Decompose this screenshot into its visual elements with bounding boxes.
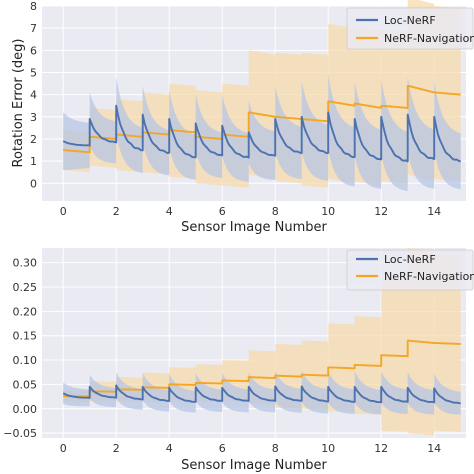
bottom-band-loc-nerf	[63, 370, 461, 415]
bottom-y-tick-label: 0.20	[13, 305, 38, 318]
top-x-tick-label: 0	[60, 205, 67, 218]
top-x-tick-label: 2	[113, 205, 120, 218]
top-x-tick-labels: 0 2 4 6 8 10 12 14	[60, 205, 442, 218]
top-legend-box	[346, 7, 474, 50]
top-x-tick-label: 14	[427, 205, 441, 218]
top-y-tick-label: 8	[30, 0, 37, 13]
bottom-line-nerf-navigation	[63, 339, 461, 398]
bottom-y-tick-label: 0.15	[13, 330, 38, 343]
top-y-tick-label: 4	[30, 89, 37, 102]
top-y-tick-label: 2	[30, 133, 37, 146]
bottom-y-tick-label: 0.30	[13, 257, 38, 270]
bottom-y-tick-label: 0.05	[13, 378, 38, 391]
bottom-x-tick-label: 6	[219, 442, 226, 455]
top-legend-label-nerf-navigation: NeRF-Navigation	[384, 32, 474, 45]
top-x-tick-label: 8	[272, 205, 279, 218]
top-band-loc-nerf	[63, 74, 461, 191]
bottom-line-loc-nerf	[62, 384, 461, 405]
top-y-tick-label: 0	[30, 177, 37, 190]
bottom-y-tick-label: −0.05	[3, 427, 37, 440]
top-x-tick-label: 6	[219, 205, 226, 218]
top-y-axis-label: Rotation Error (deg)	[11, 39, 26, 168]
top-legend-label-loc-nerf: Loc-NeRF	[384, 14, 436, 27]
bottom-y-tick-labels: −0.05 0.00 0.05 0.10 0.15 0.20 0.25 0.30	[3, 257, 37, 441]
top-y-tick-label: 6	[30, 44, 37, 57]
bottom-x-tick-label: 4	[166, 442, 173, 455]
bottom-legend-box	[346, 249, 474, 291]
top-x-tick-label: 10	[321, 205, 335, 218]
bottom-x-tick-label: 0	[60, 442, 67, 455]
top-y-tick-label: 5	[30, 66, 37, 79]
top-x-axis-label: Sensor Image Number	[181, 220, 327, 235]
bottom-legend: Loc-NeRF NeRF-Navigation	[346, 249, 474, 291]
bottom-legend-label-nerf-navigation: NeRF-Navigation	[384, 270, 474, 283]
top-line-loc-nerf	[62, 104, 461, 163]
bottom-series-lines	[62, 339, 461, 405]
bottom-y-tick-label: 0.25	[13, 281, 38, 294]
bottom-x-tick-label: 8	[272, 442, 279, 455]
bottom-error-bands	[63, 248, 461, 436]
bottom-x-tick-label: 14	[427, 442, 441, 455]
top-y-tick-labels: 0 1 2 3 4 5 6 7 8	[30, 0, 37, 190]
bottom-y-tick-label: 0.00	[13, 403, 38, 416]
top-y-tick-label: 1	[30, 155, 37, 168]
top-x-tick-label: 4	[166, 205, 173, 218]
bottom-x-tick-label: 12	[374, 442, 388, 455]
bottom-y-tick-label: 0.10	[13, 354, 38, 367]
bottom-legend-label-loc-nerf: Loc-NeRF	[384, 253, 436, 266]
top-y-tick-label: 3	[30, 111, 37, 124]
bottom-x-axis-label: Sensor Image Number	[181, 458, 327, 473]
top-legend: Loc-NeRF NeRF-Navigation	[346, 7, 474, 50]
bottom-x-tick-label: 2	[113, 442, 120, 455]
top-line-nerf-navigation	[63, 84, 461, 154]
top-y-tick-label: 7	[30, 22, 37, 35]
bottom-chart: 0 2 4 6 8 10 12 14 −0.05 0.00 0.05 0.10 0.15 0.20 0.2…	[3, 248, 474, 473]
top-x-tick-label: 12	[374, 205, 388, 218]
bottom-x-tick-label: 10	[321, 442, 335, 455]
bottom-x-tick-labels: 0 2 4 6 8 10 12 14	[60, 442, 442, 455]
top-series-lines	[62, 84, 461, 163]
